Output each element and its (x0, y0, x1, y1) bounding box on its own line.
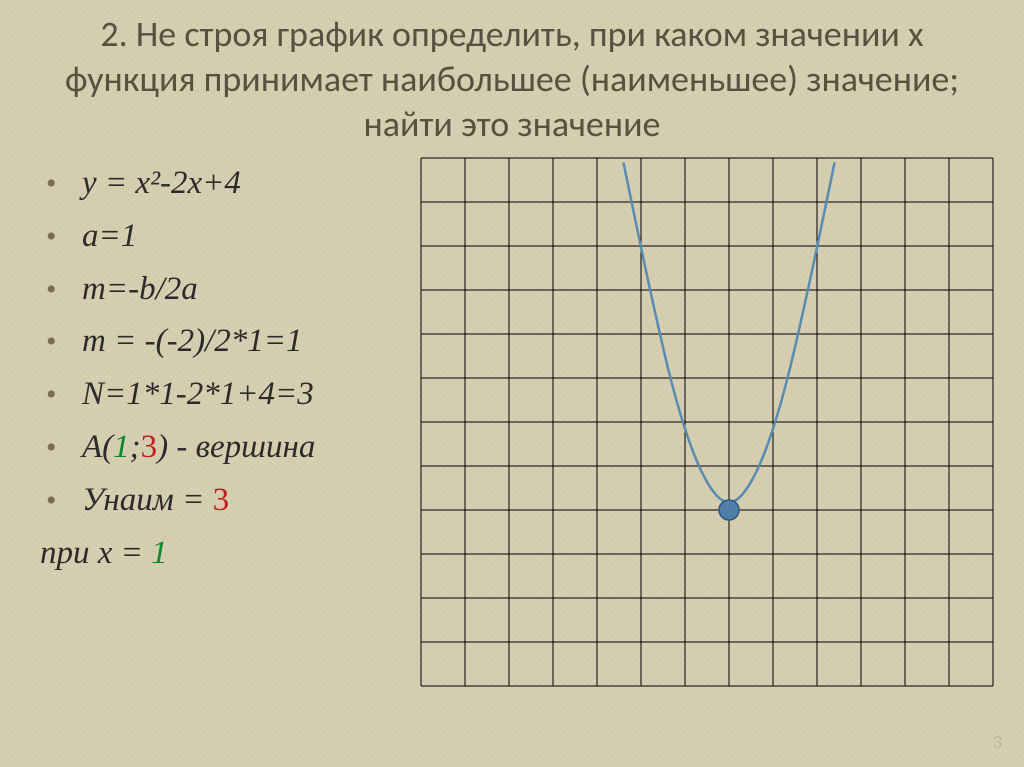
formula-text: y = x²-2x+4 (82, 157, 241, 210)
formula-text: N=1*1-2*1+4=3 (82, 368, 314, 421)
chart-area (420, 157, 994, 692)
formula-line: •Унаим = 3 (40, 474, 410, 527)
page-number: 3 (993, 731, 1002, 753)
parabola-chart (420, 157, 994, 687)
formula-line: •m = -(-2)/2*1=1 (40, 315, 410, 368)
formula-text: при x = 1 (40, 527, 168, 580)
formula-text: Унаим = 3 (82, 474, 229, 527)
content-area: •y = x²-2x+4•a=1•m=-b/2a•m = -(-2)/2*1=1… (0, 157, 1024, 692)
bullet-icon: • (40, 213, 82, 261)
formula-list: •y = x²-2x+4•a=1•m=-b/2a•m = -(-2)/2*1=1… (40, 157, 410, 579)
formula-text: m=-b/2a (82, 263, 198, 316)
formula-text: A(1;3) - вершина (82, 421, 315, 474)
formula-line: •a=1 (40, 210, 410, 263)
bullet-icon: • (40, 424, 82, 472)
formula-line: •m=-b/2a (40, 263, 410, 316)
slide-title: 2. Не строя график определить, при каком… (0, 0, 1024, 157)
bullet-icon: • (40, 266, 82, 314)
bullet-icon: • (40, 318, 82, 366)
formula-text: a=1 (82, 210, 137, 263)
formula-line: •A(1;3) - вершина (40, 421, 410, 474)
bullet-icon: • (40, 477, 82, 525)
vertex-point (719, 500, 739, 520)
formula-text: m = -(-2)/2*1=1 (82, 315, 303, 368)
formula-line: •N=1*1-2*1+4=3 (40, 368, 410, 421)
bullet-icon: • (40, 160, 82, 208)
formula-line: при x = 1 (40, 527, 410, 580)
formula-line: •y = x²-2x+4 (40, 157, 410, 210)
bullet-icon: • (40, 371, 82, 419)
